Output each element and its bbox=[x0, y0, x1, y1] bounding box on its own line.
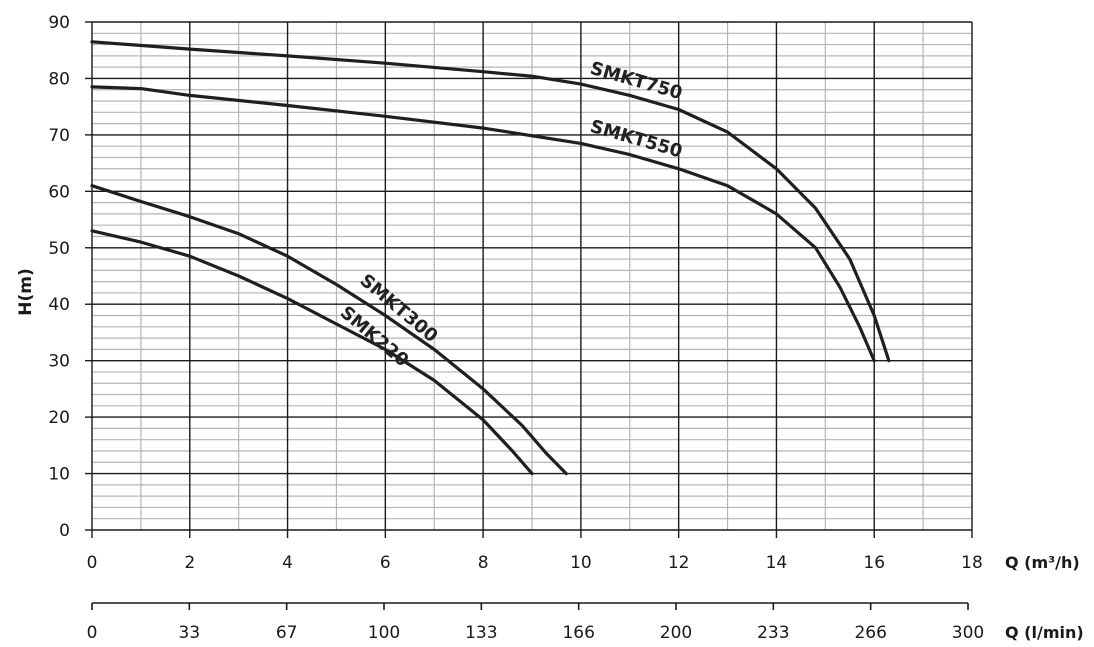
x-tick-label: 14 bbox=[766, 553, 788, 573]
x-tick-label: 18 bbox=[961, 553, 983, 573]
y-tick-label: 50 bbox=[48, 239, 70, 259]
x2-tick-label: 133 bbox=[465, 623, 497, 643]
x2-tick-label: 233 bbox=[757, 623, 789, 643]
x-tick-label: 4 bbox=[282, 553, 293, 573]
y-tick-labels: 0 10 20 30 40 50 60 70 80 90 bbox=[48, 13, 70, 541]
x2-tick-label: 100 bbox=[368, 623, 400, 643]
x2-tick-label: 300 bbox=[952, 623, 984, 643]
y-tick-label: 70 bbox=[48, 126, 70, 146]
x-axis-label: Q (m³/h) bbox=[1005, 553, 1080, 572]
x2-axis-label: Q (l/min) bbox=[1005, 623, 1084, 642]
x-tick-label: 0 bbox=[87, 553, 98, 573]
y-tick-label: 80 bbox=[48, 69, 70, 89]
x-tick-label: 2 bbox=[184, 553, 195, 573]
x-tick-label: 6 bbox=[380, 553, 391, 573]
y-tick-label: 20 bbox=[48, 408, 70, 428]
series-line-smkt750 bbox=[90, 40, 891, 363]
series-line-smkt300 bbox=[90, 184, 568, 476]
y-tick-label: 40 bbox=[48, 295, 70, 315]
x2-tick-label: 266 bbox=[854, 623, 886, 643]
y-tick-label: 0 bbox=[59, 521, 70, 541]
x-tick-label: 12 bbox=[668, 553, 690, 573]
y-axis-label: H(m) bbox=[16, 268, 36, 315]
series-line-smk220 bbox=[90, 229, 534, 476]
x2-tick-label: 200 bbox=[660, 623, 692, 643]
minor-grid bbox=[92, 22, 972, 530]
series-line-smkt550 bbox=[90, 85, 876, 363]
x-tick-labels: 0 2 4 6 8 10 12 14 16 18 bbox=[87, 553, 983, 573]
series-layer bbox=[90, 40, 891, 476]
y-tick-label: 10 bbox=[48, 465, 70, 485]
secondary-x-axis: 0 33 67 100 133 166 200 233 266 300 bbox=[87, 602, 984, 643]
x2-tick-label: 166 bbox=[562, 623, 594, 643]
x2-tick-label: 67 bbox=[276, 623, 298, 643]
x-tick-label: 16 bbox=[863, 553, 885, 573]
x-tick-label: 10 bbox=[570, 553, 592, 573]
major-grid bbox=[85, 21, 973, 538]
y-tick-label: 30 bbox=[48, 352, 70, 372]
x2-tick-label: 0 bbox=[87, 623, 98, 643]
y-tick-label: 90 bbox=[48, 13, 70, 33]
x2-tick-label: 33 bbox=[179, 623, 201, 643]
x-tick-label: 8 bbox=[478, 553, 489, 573]
y-tick-label: 60 bbox=[48, 182, 70, 202]
